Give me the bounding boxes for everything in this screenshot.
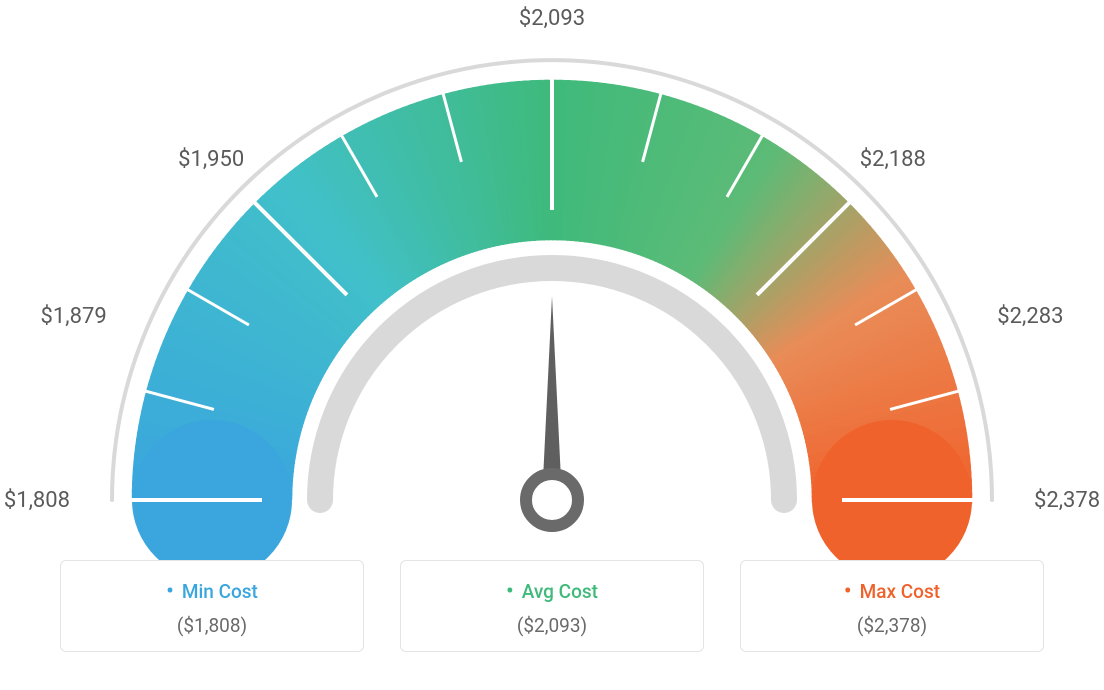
legend-min-title: Min Cost: [71, 579, 353, 604]
legend-min-value: ($1,808): [71, 614, 353, 637]
legend-avg-value: ($2,093): [411, 614, 693, 637]
gauge-tick-label: $1,950: [178, 147, 244, 172]
gauge-svg: [32, 20, 1072, 560]
gauge-tick-label: $2,093: [519, 6, 585, 31]
legend-avg-title: Avg Cost: [411, 579, 693, 604]
legend-card-min: Min Cost ($1,808): [60, 560, 364, 652]
gauge-tick-label: $2,188: [860, 147, 926, 172]
gauge-tick-label: $1,879: [41, 304, 107, 329]
legend-card-max: Max Cost ($2,378): [740, 560, 1044, 652]
gauge-tick-label: $1,808: [4, 488, 70, 513]
legend-card-avg: Avg Cost ($2,093): [400, 560, 704, 652]
legend-max-value: ($2,378): [751, 614, 1033, 637]
gauge-chart: $1,808 $1,879 $1,950 $2,093 $2,188 $2,283 $2,3…: [0, 0, 1104, 560]
gauge-tick-label: $2,283: [997, 304, 1063, 329]
legend-row: Min Cost ($1,808) Avg Cost ($2,093) Max …: [0, 560, 1104, 652]
gauge-tick-label: $2,378: [1034, 488, 1100, 513]
legend-max-title: Max Cost: [751, 579, 1033, 604]
